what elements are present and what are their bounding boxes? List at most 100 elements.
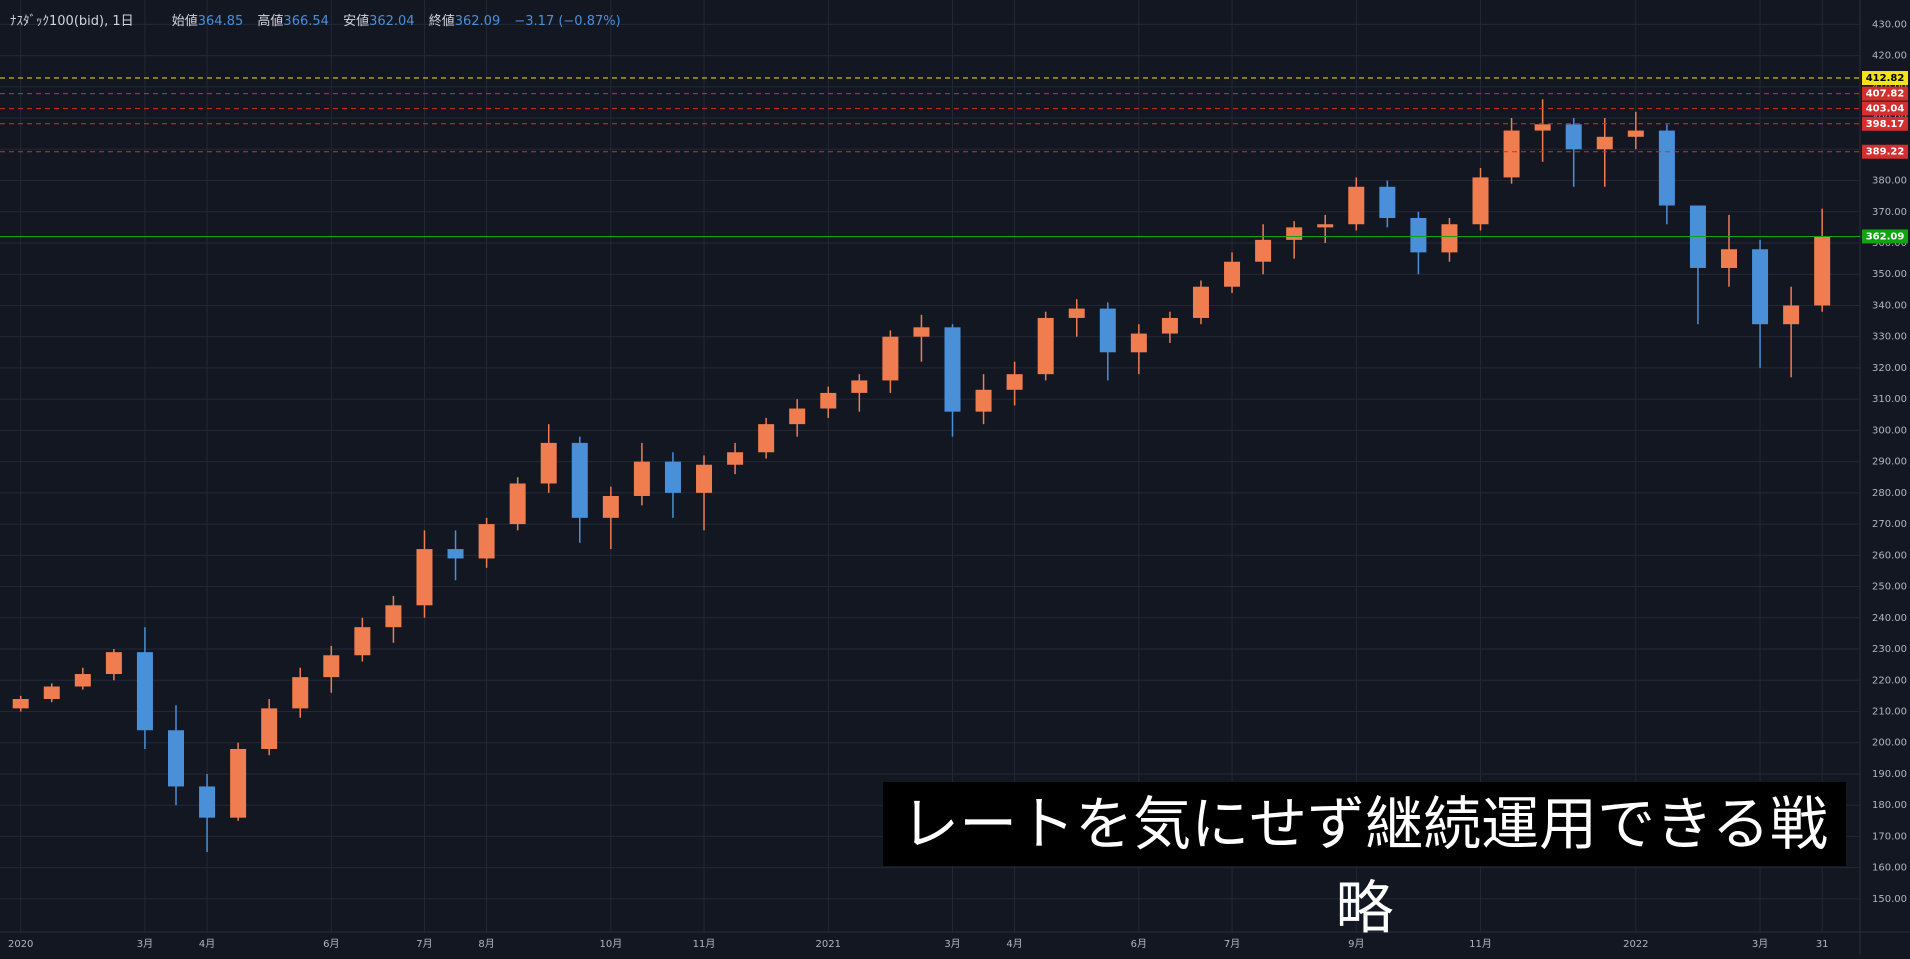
- y-tick-label: 350.00: [1872, 269, 1907, 280]
- candle-body: [43, 686, 60, 699]
- high-label: 高値: [257, 14, 284, 29]
- candle-body: [944, 327, 961, 412]
- candle-body: [1410, 218, 1427, 253]
- price-label: 407.82: [1866, 89, 1905, 100]
- candle-body: [1192, 286, 1209, 318]
- candle-body: [1099, 308, 1116, 353]
- candle-body: [1161, 317, 1178, 334]
- candle-body: [416, 549, 433, 606]
- y-tick-label: 180.00: [1872, 800, 1907, 811]
- change: −3.17 (−0.87%): [514, 14, 621, 29]
- candle-body: [789, 408, 806, 425]
- x-tick-label: 4月: [1006, 938, 1022, 950]
- candle-body: [882, 336, 899, 381]
- candle-body: [136, 652, 153, 731]
- y-tick-label: 330.00: [1872, 332, 1907, 343]
- x-tick-label: 3月: [1752, 938, 1768, 950]
- candle-body: [1596, 136, 1613, 150]
- price-label: 362.09: [1866, 231, 1905, 242]
- y-tick-label: 290.00: [1872, 457, 1907, 468]
- candle-body: [1441, 224, 1458, 253]
- candle-body: [1379, 186, 1396, 219]
- x-tick-label: 6月: [1131, 938, 1147, 950]
- symbol: ﾅｽﾀﾞｯｸ100(bid), 1日: [10, 14, 134, 29]
- y-tick-label: 340.00: [1872, 300, 1907, 311]
- x-tick-label: 10月: [599, 938, 622, 950]
- candle-body: [509, 483, 526, 525]
- candle-body: [1130, 333, 1147, 353]
- y-tick-label: 270.00: [1872, 519, 1907, 530]
- x-tick-label: 9月: [1348, 938, 1364, 950]
- y-tick-label: 190.00: [1872, 769, 1907, 780]
- price-label: 398.17: [1866, 119, 1905, 130]
- open-value: 364.85: [197, 14, 244, 29]
- candle-body: [975, 389, 992, 412]
- x-tick-label: 8月: [478, 938, 494, 950]
- candle-body: [851, 380, 868, 393]
- close-label: 終値: [428, 14, 455, 29]
- y-tick-label: 200.00: [1872, 738, 1907, 749]
- close-value: 362.09: [454, 14, 501, 29]
- candle-body: [1503, 130, 1520, 178]
- candle-body: [1565, 124, 1582, 150]
- x-tick-label: 2020: [8, 939, 33, 950]
- candle-body: [385, 605, 402, 628]
- candle-body: [1286, 227, 1303, 240]
- candle-body: [571, 442, 588, 518]
- candle-body: [727, 452, 744, 465]
- candle-body: [1255, 239, 1272, 262]
- candle-body: [602, 495, 619, 518]
- y-tick-label: 210.00: [1872, 706, 1907, 717]
- y-tick-label: 300.00: [1872, 425, 1907, 436]
- candle-body: [1658, 130, 1675, 206]
- y-tick-label: 420.00: [1872, 51, 1907, 62]
- candle-body: [447, 549, 464, 559]
- candle-body: [1068, 308, 1085, 318]
- y-tick-label: 240.00: [1872, 613, 1907, 624]
- y-tick-label: 160.00: [1872, 863, 1907, 874]
- candle-body: [1224, 261, 1241, 287]
- y-tick-label: 430.00: [1872, 19, 1907, 30]
- low-value: 362.04: [369, 14, 415, 29]
- y-tick-label: 220.00: [1872, 675, 1907, 686]
- candle-body: [261, 708, 278, 749]
- candle-body: [1037, 317, 1054, 375]
- x-tick-label: 11月: [693, 938, 716, 950]
- candle-body: [292, 677, 309, 709]
- candle-body: [1783, 305, 1800, 325]
- high-value: 366.54: [283, 14, 329, 29]
- price-label-bg: [1862, 116, 1908, 131]
- candle-body: [1472, 177, 1489, 225]
- candle-body: [1348, 186, 1365, 225]
- candle-body: [1752, 249, 1769, 325]
- price-label-bg: [1862, 144, 1908, 159]
- y-tick-label: 150.00: [1872, 894, 1907, 905]
- candle-body: [230, 748, 247, 818]
- y-tick-label: 370.00: [1872, 207, 1907, 218]
- x-tick-label: 6月: [323, 938, 339, 950]
- candle-body: [1814, 236, 1831, 306]
- candle-body: [696, 464, 713, 493]
- candle-body: [323, 655, 340, 678]
- caption: レートを気にせず継続運用できる戦略: [883, 782, 1846, 942]
- price-label-bg: [1862, 71, 1908, 86]
- y-tick-label: 260.00: [1872, 550, 1907, 561]
- y-tick-label: 230.00: [1872, 644, 1907, 655]
- candle-body: [1721, 249, 1737, 268]
- x-tick-label: 31: [1816, 939, 1829, 950]
- legend-header: ﾅｽﾀﾞｯｸ100(bid), 1日 始値364.85 高値366.54 安値3…: [10, 10, 631, 29]
- price-label-bg: [1862, 101, 1908, 116]
- x-tick-label: 11月: [1469, 938, 1492, 950]
- price-label-bg: [1862, 229, 1908, 244]
- y-tick-label: 380.00: [1872, 176, 1907, 187]
- y-tick-label: 280.00: [1872, 488, 1907, 499]
- candle-body: [540, 442, 557, 484]
- y-tick-label: 320.00: [1872, 363, 1907, 374]
- x-tick-label: 3月: [137, 938, 153, 950]
- candle-body: [1627, 130, 1644, 137]
- candle-body: [105, 652, 122, 675]
- candle-body: [1534, 124, 1551, 131]
- y-tick-label: 250.00: [1872, 582, 1907, 593]
- candle-body: [758, 424, 775, 453]
